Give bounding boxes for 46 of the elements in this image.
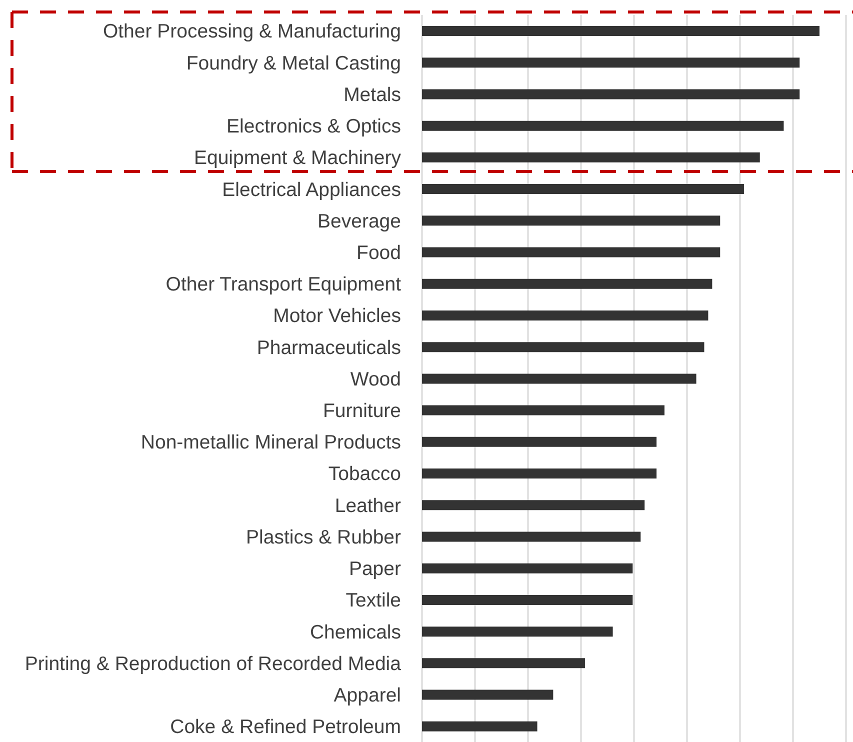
y-tick-label: Paper bbox=[348, 558, 402, 580]
bar bbox=[422, 278, 712, 289]
y-tick-label: Motor Vehicles bbox=[273, 305, 402, 328]
y-tick-label: Other Processing & Manufacturing bbox=[102, 20, 401, 43]
bar bbox=[422, 58, 800, 68]
y-tick-label: Electrical Appliances bbox=[222, 178, 402, 201]
bar bbox=[422, 26, 820, 36]
bar bbox=[422, 342, 704, 352]
y-tick-label: Pharmaceuticals bbox=[256, 336, 402, 359]
bar bbox=[422, 436, 657, 447]
bar bbox=[422, 310, 708, 320]
bar bbox=[422, 532, 641, 542]
bar bbox=[422, 658, 585, 668]
bar bbox=[422, 626, 613, 637]
bar bbox=[422, 690, 554, 700]
y-tick-label: Equipment & Machinery bbox=[194, 147, 402, 170]
bar bbox=[422, 247, 720, 258]
bar bbox=[422, 594, 633, 605]
y-tick-label: Electronics & Optics bbox=[226, 116, 402, 138]
bar bbox=[422, 563, 633, 574]
bar bbox=[422, 721, 538, 732]
y-tick-label: Food bbox=[356, 242, 401, 264]
y-tick-label: Non-metallic Mineral Products bbox=[140, 432, 402, 454]
y-tick-label: Leather bbox=[334, 494, 402, 517]
bar bbox=[422, 468, 657, 479]
y-tick-label: Chemicals bbox=[310, 621, 402, 644]
bar bbox=[422, 374, 696, 384]
y-tick-label: Coke & Refined Petroleum bbox=[170, 716, 401, 738]
bar bbox=[422, 216, 720, 226]
y-tick-label: Printing & Reproduction of Recorded Media bbox=[24, 652, 402, 675]
bar bbox=[422, 500, 645, 510]
y-tick-label: Tobacco bbox=[328, 463, 402, 486]
y-tick-label: Textile bbox=[346, 590, 401, 612]
y-tick-label: Furniture bbox=[322, 400, 401, 422]
bar bbox=[422, 120, 784, 131]
bar bbox=[422, 405, 664, 416]
y-tick-label: Foundry & Metal Casting bbox=[186, 52, 401, 74]
bar bbox=[422, 89, 800, 100]
y-tick-label: Apparel bbox=[334, 684, 401, 707]
bar bbox=[422, 152, 760, 162]
y-tick-label: Plastics & Rubber bbox=[246, 526, 402, 548]
y-tick-label: Beverage bbox=[318, 210, 401, 232]
y-tick-label: Wood bbox=[350, 368, 401, 390]
y-tick-label: Metals bbox=[344, 84, 402, 106]
bar bbox=[422, 184, 744, 194]
y-tick-label: Other Transport Equipment bbox=[166, 274, 402, 296]
